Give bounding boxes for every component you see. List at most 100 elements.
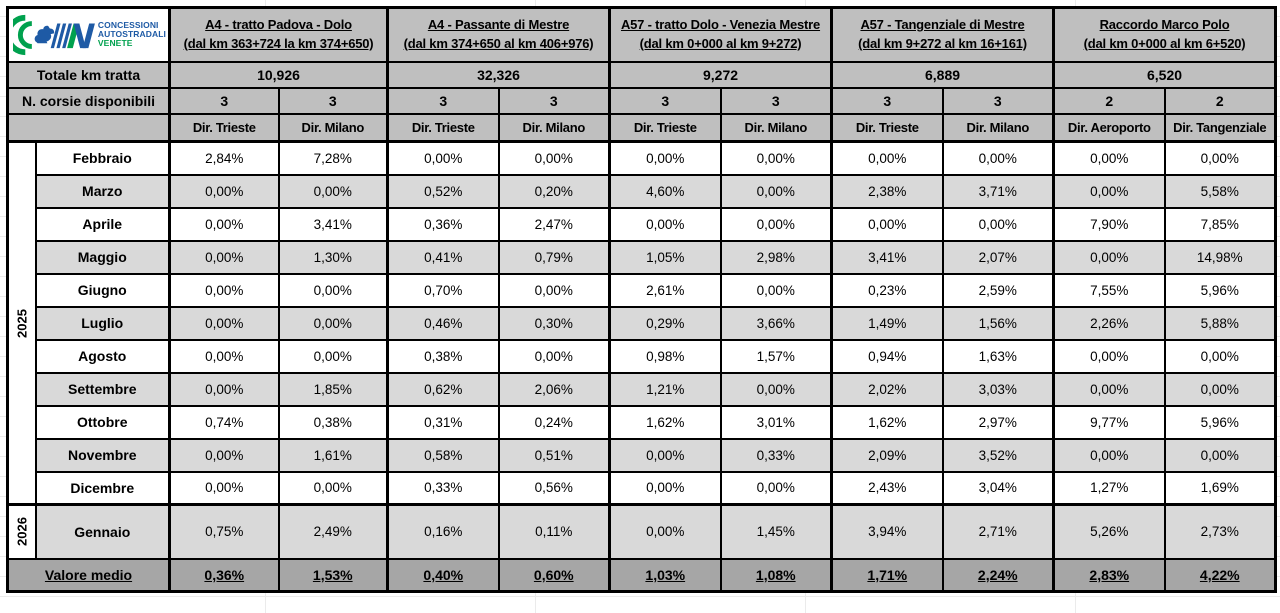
data-cell: 0,51% <box>497 437 611 473</box>
data-cell: 2,02% <box>830 371 944 407</box>
data-cell: 7,55% <box>1052 272 1166 308</box>
data-cell: 2,71% <box>941 503 1055 560</box>
data-cell: 1,85% <box>277 371 389 407</box>
data-cell: 1,69% <box>1163 470 1277 506</box>
footer-label: Valore medio <box>6 557 171 593</box>
month-label: Marzo <box>34 173 171 209</box>
data-cell: 1,62% <box>608 404 722 440</box>
data-cell: 0,46% <box>386 305 500 341</box>
data-cell: 7,85% <box>1163 206 1277 242</box>
data-cell: 0,00% <box>277 272 389 308</box>
total-km-value: 10,926 <box>168 60 389 89</box>
direction-label: Dir. Trieste <box>168 112 280 143</box>
data-cell: 0,00% <box>719 206 833 242</box>
data-cell: 1,45% <box>719 503 833 560</box>
data-cell: 0,36% <box>386 206 500 242</box>
data-cell: 2,98% <box>719 239 833 275</box>
data-cell: 1,56% <box>941 305 1055 341</box>
data-cell: 7,90% <box>1052 206 1166 242</box>
section-header: A4 - Passante di Mestre (dal km 374+650 a… <box>386 6 611 63</box>
direction-label: Dir. Tangenziale <box>1163 112 1277 143</box>
month-label: Novembre <box>34 437 171 473</box>
data-cell: 0,00% <box>1052 338 1166 374</box>
lanes-value: 2 <box>1052 86 1166 115</box>
data-cell: 0,00% <box>830 206 944 242</box>
year-label: 2026 <box>7 504 36 559</box>
data-cell: 0,24% <box>497 404 611 440</box>
total-km-value: 6,520 <box>1052 60 1277 89</box>
data-cell: 3,01% <box>719 404 833 440</box>
data-cell: 2,26% <box>1052 305 1166 341</box>
data-row: Dicembre 0,00% 0,00% 0,33% 0,56% 0,00% 0,00% 2,… <box>8 470 1277 506</box>
lanes-value: 3 <box>168 86 280 115</box>
data-row: Agosto 0,00% 0,00% 0,38% 0,00% 0,98% 1,57% 0,94… <box>8 338 1277 374</box>
lanes-value: 2 <box>1163 86 1277 115</box>
month-label: Dicembre <box>34 470 171 506</box>
data-cell: 0,70% <box>386 272 500 308</box>
month-label: Luglio <box>34 305 171 341</box>
lanes-label: N. corsie disponibili <box>6 86 171 115</box>
data-cell: 0,00% <box>719 140 833 176</box>
lanes-value: 3 <box>719 86 833 115</box>
data-cell: 3,41% <box>277 206 389 242</box>
data-cell: 0,00% <box>719 272 833 308</box>
data-cell: 0,00% <box>1052 140 1166 176</box>
month-label: Maggio <box>34 239 171 275</box>
data-row: Luglio 0,00% 0,00% 0,46% 0,30% 0,29% 3,66% 1,49… <box>8 305 1277 341</box>
availability-table: CONCESSIONI AUTOSTRADALI VENETE A4 - tra… <box>6 6 1278 593</box>
data-cell: 3,94% <box>830 503 944 560</box>
footer-value: 0,60% <box>497 557 611 593</box>
data-cell: 0,33% <box>719 437 833 473</box>
data-cell: 3,41% <box>830 239 944 275</box>
logo-text-line1: CONCESSIONI <box>97 20 159 31</box>
month-label: Febbraio <box>34 140 171 176</box>
data-row: Aprile 0,00% 3,41% 0,36% 2,47% 0,00% 0,00% 0,00… <box>8 206 1277 242</box>
data-cell: 0,00% <box>608 503 722 560</box>
data-cell: 9,77% <box>1052 404 1166 440</box>
data-cell: 0,00% <box>168 239 280 275</box>
data-cell: 2,59% <box>941 272 1055 308</box>
data-cell: 3,71% <box>941 173 1055 209</box>
data-cell: 0,00% <box>168 371 280 407</box>
section-range: (dal km 363+724 la km 374+650) <box>183 35 374 51</box>
footer-value: 1,03% <box>608 557 722 593</box>
data-row: Maggio 0,00% 1,30% 0,41% 0,79% 1,05% 2,98% 3,41… <box>8 239 1277 275</box>
data-cell: 1,30% <box>277 239 389 275</box>
data-row: Giugno 0,00% 0,00% 0,70% 0,00% 2,61% 0,00% 0,23… <box>8 272 1277 308</box>
data-row: 2025 Febbraio 2,84% 7,28% 0,00% 0,00% 0,00% 0,0… <box>7 140 1277 505</box>
dir-empty-cell <box>6 112 171 143</box>
data-cell: 0,52% <box>386 173 500 209</box>
data-cell: 0,38% <box>277 404 389 440</box>
footer-value: 4,22% <box>1163 557 1277 593</box>
direction-label: Dir. Milano <box>277 112 389 143</box>
data-cell: 0,29% <box>608 305 722 341</box>
data-cell: 3,03% <box>941 371 1055 407</box>
section-header: A4 - tratto Padova - Dolo (dal km 363+724… <box>168 6 389 63</box>
data-cell: 0,94% <box>830 338 944 374</box>
data-cell: 2,61% <box>608 272 722 308</box>
section-title: A57 - Tangenziale di Mestre <box>860 16 1025 32</box>
data-cell: 0,00% <box>1163 371 1277 407</box>
direction-label: Dir. Trieste <box>830 112 944 143</box>
data-row: Settembre 0,00% 1,85% 0,62% 2,06% 1,21% 0,00% 2… <box>8 371 1277 407</box>
data-cell: 0,00% <box>1163 338 1277 374</box>
logo-text: CONCESSIONI AUTOSTRADALI VENETE <box>98 21 166 48</box>
data-cell: 5,96% <box>1163 272 1277 308</box>
data-cell: 1,49% <box>830 305 944 341</box>
section-range: (dal km 9+272 al km 16+161) <box>858 35 1027 51</box>
data-cell: 0,16% <box>386 503 500 560</box>
data-cell: 0,79% <box>497 239 611 275</box>
data-cell: 5,58% <box>1163 173 1277 209</box>
data-cell: 0,30% <box>497 305 611 341</box>
data-cell: 0,00% <box>277 173 389 209</box>
footer-value: 2,83% <box>1052 557 1166 593</box>
section-range: (dal km 0+000 al km 6+520) <box>1083 35 1246 51</box>
section-title: A57 - tratto Dolo - Venezia Mestre <box>620 16 821 32</box>
data-cell: 0,00% <box>719 470 833 506</box>
month-label: Settembre <box>34 371 171 407</box>
data-cell: 0,00% <box>608 437 722 473</box>
data-cell: 0,00% <box>719 173 833 209</box>
company-logo: CONCESSIONI AUTOSTRADALI VENETE <box>6 6 171 63</box>
data-cell: 0,41% <box>386 239 500 275</box>
